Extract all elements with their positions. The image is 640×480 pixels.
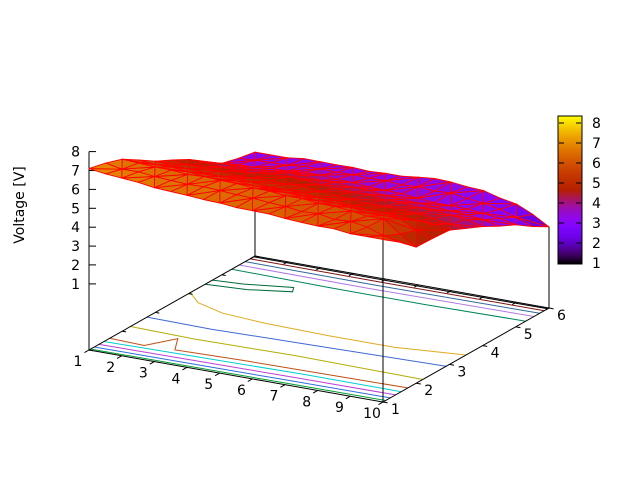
x-tick — [182, 366, 188, 371]
tick-labels: 1 2 3 4 5 6 7 8 9 10 1 2 3 4 5 6 1 2 3 4 5 6 7 8 — [71, 145, 566, 422]
y-tick-label: 6 — [557, 308, 566, 324]
pm3d-surface-mesh — [88, 151, 550, 248]
y-tick-label: 4 — [491, 346, 500, 362]
x-tick — [84, 349, 90, 354]
z-tick-label: 3 — [71, 239, 80, 255]
colorbar-gradient — [557, 115, 583, 265]
colorbar-tick-label: 8 — [592, 116, 601, 132]
y-tick-label: 2 — [424, 383, 433, 399]
x-tick — [149, 361, 155, 365]
contour-line — [94, 346, 391, 399]
colorbar-tick-label: 3 — [592, 216, 601, 232]
x-tick-label: 8 — [302, 395, 311, 411]
y-tick-mirror — [155, 311, 160, 314]
x-tick — [116, 355, 122, 359]
y-tick — [382, 401, 388, 404]
y-tick-mirror — [254, 255, 259, 258]
colorbar-tick-label: 7 — [592, 136, 601, 152]
contour-line — [109, 337, 408, 389]
x-tick-label: 10 — [363, 406, 381, 422]
x-tick — [214, 372, 220, 377]
z-axis-title: Voltage [V] — [12, 166, 28, 244]
x-tick-mirror — [283, 261, 288, 265]
y-tick-mirror — [221, 274, 226, 276]
y-tick-label: 1 — [391, 402, 400, 418]
colorbar-tick-label: 6 — [592, 156, 601, 172]
y-tick — [449, 363, 455, 366]
y-tick — [482, 345, 488, 347]
base-contour-lines — [90, 256, 548, 401]
colorbar-tick-label: 1 — [592, 256, 601, 272]
y-tick — [515, 326, 521, 329]
surface-facet — [88, 162, 123, 170]
y-tick — [548, 307, 554, 310]
y-tick-mirror — [122, 330, 127, 333]
x-tick — [312, 390, 318, 394]
x-tick-mirror — [446, 290, 452, 294]
x-tick-label: 9 — [335, 400, 344, 416]
colorbar-tick-label: 4 — [592, 196, 601, 212]
contour-line — [205, 279, 295, 293]
x-tick — [378, 401, 384, 406]
y-tick-label: 5 — [524, 327, 533, 343]
y-tick — [416, 382, 421, 385]
contour-line — [244, 261, 540, 314]
surface-facet — [121, 158, 156, 165]
colorbar-tick-label: 2 — [592, 236, 601, 252]
x-tick-label: 2 — [106, 360, 115, 376]
x-tick — [345, 395, 351, 400]
contour-line — [98, 343, 396, 396]
x-tick-mirror — [544, 307, 550, 311]
colorbar: 1 2 3 4 5 6 7 8 — [557, 115, 601, 272]
z-tick-label: 8 — [71, 145, 80, 161]
contour-line — [103, 341, 402, 393]
colorbar-tick-label: 5 — [592, 176, 601, 192]
contour-line — [90, 348, 386, 401]
x-tick-mirror — [479, 296, 484, 300]
x-tick-mirror — [512, 301, 517, 305]
x-tick-label: 3 — [139, 366, 148, 382]
surface-facet — [154, 159, 189, 166]
contour-line — [189, 292, 467, 356]
x-tick-mirror — [316, 267, 321, 271]
z-tick-label: 1 — [71, 277, 80, 293]
x-tick-label: 7 — [270, 389, 279, 405]
y-tick-label: 3 — [457, 364, 466, 380]
x-tick-mirror — [348, 272, 354, 277]
y-tick-mirror — [188, 293, 193, 295]
x-tick-mirror — [381, 278, 386, 282]
surface-facet — [221, 157, 256, 164]
x-tick-label: 4 — [172, 371, 181, 387]
contour-line — [231, 268, 526, 322]
x-tick-label: 6 — [237, 383, 246, 399]
contour-line — [253, 256, 548, 310]
base-border — [87, 255, 551, 403]
z-tick-label: 4 — [71, 220, 80, 236]
z-tick-label: 7 — [71, 164, 80, 180]
x-tick — [247, 378, 253, 382]
x-tick-label: 1 — [74, 354, 83, 370]
x-tick-mirror — [250, 255, 256, 259]
contour-line — [130, 326, 423, 380]
contour-line — [147, 316, 447, 367]
y-tick-mirror — [88, 349, 93, 352]
x-tick — [280, 384, 286, 388]
z-tick-label: 2 — [71, 258, 80, 274]
contour-line — [249, 258, 545, 312]
x-tick-label: 5 — [204, 377, 213, 393]
z-tick-label: 6 — [71, 182, 80, 198]
contour-line — [239, 264, 535, 317]
x-tick-mirror — [414, 284, 419, 288]
z-tick-label: 5 — [71, 201, 80, 217]
